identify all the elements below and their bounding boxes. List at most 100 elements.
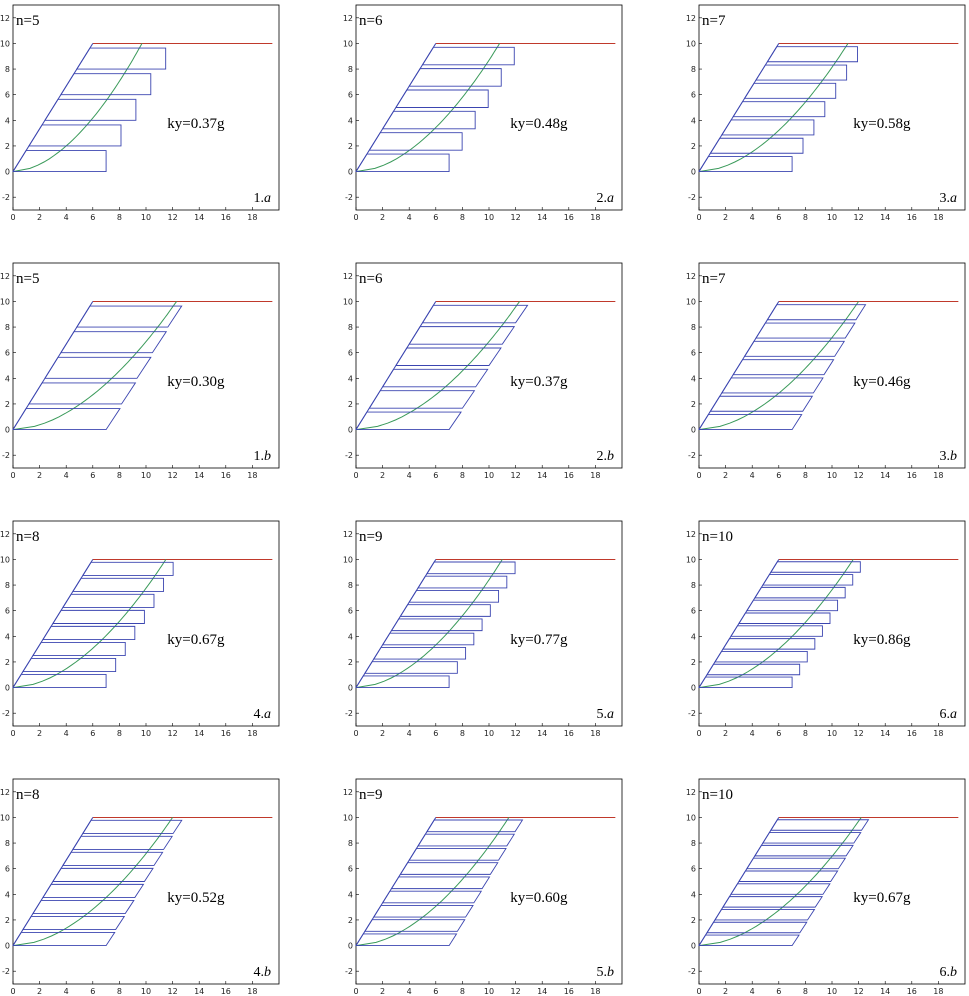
x-tick-label: 12	[854, 729, 864, 738]
x-tick-label: 2	[723, 729, 728, 738]
panel-separator: .	[947, 449, 951, 464]
y-tick-label: 12	[686, 14, 696, 23]
y-tick-label: -2	[688, 451, 696, 460]
x-tick-label: 18	[247, 213, 257, 222]
x-tick-label: 18	[247, 729, 257, 738]
slope-face-line	[12, 301, 94, 430]
x-tick-label: 14	[880, 471, 890, 480]
y-tick-label: 4	[691, 374, 696, 383]
slice-block	[28, 124, 122, 147]
x-tick-label: 4	[750, 729, 755, 738]
y-tick-label: 10	[0, 39, 10, 48]
x-tick-label: 8	[117, 213, 122, 222]
x-tick-label: 14	[537, 471, 547, 480]
x-tick-label: 2	[723, 471, 728, 480]
y-tick-label: 6	[5, 865, 10, 874]
panel-1.a: 0 2 4 6 8 10 12 14 16 18 -2 0 2 4 6 8 10 12 n=5 ky=0.37g 1.a	[0, 4, 280, 222]
y-tick-label: -2	[2, 709, 10, 718]
x-tick-label: 18	[933, 729, 943, 738]
y-tick-label: 6	[691, 91, 696, 100]
x-tick-label: 14	[194, 729, 204, 738]
x-tick-label: 0	[10, 987, 15, 996]
slice-block	[720, 377, 824, 394]
panel-1.b: 0 2 4 6 8 10 12 14 16 18 -2 0 2 4 6 8 10 12 n=5 ky=0.30g 1.b	[0, 262, 280, 480]
slope-face-line	[698, 559, 780, 688]
x-tick-label: 10	[484, 471, 494, 480]
slice-block	[755, 64, 848, 81]
x-tick-label: 8	[803, 471, 808, 480]
x-tick-label: 0	[696, 987, 701, 996]
y-tick-label: -2	[2, 193, 10, 202]
slice-block	[12, 150, 107, 173]
slice-block	[368, 132, 463, 151]
panel-2.a: 0 2 4 6 8 10 12 14 16 18 -2 0 2 4 6 8 10 12 n=6 ky=0.48g 2.a	[343, 4, 623, 222]
slice-block	[417, 575, 508, 589]
y-tick-label: 0	[5, 426, 10, 435]
panel-number: 4	[254, 965, 261, 980]
x-tick-label: 10	[141, 729, 151, 738]
x-tick-label: 4	[64, 987, 69, 996]
y-tick-label: 10	[686, 813, 696, 822]
y-tick-label: 12	[0, 272, 10, 281]
x-tick-label: 16	[907, 729, 917, 738]
y-tick-label: 12	[686, 272, 696, 281]
y-tick-label: 8	[348, 839, 353, 848]
x-tick-label: 8	[460, 213, 465, 222]
y-tick-label: 4	[691, 890, 696, 899]
panel-number: 6	[940, 965, 947, 980]
panel-separator: .	[604, 191, 608, 206]
n-label: n=9	[359, 529, 382, 545]
x-tick-label: 18	[933, 987, 943, 996]
y-tick-label: -2	[2, 967, 10, 976]
y-tick-label: 4	[348, 890, 353, 899]
x-tick-label: 12	[168, 213, 178, 222]
y-tick-label: 0	[348, 168, 353, 177]
x-tick-label: 10	[141, 987, 151, 996]
panel-letter: a	[607, 707, 614, 722]
y-tick-label: 8	[348, 323, 353, 332]
y-tick-label: 8	[5, 323, 10, 332]
y-tick-label: 2	[5, 400, 10, 409]
slice-block	[395, 347, 502, 366]
slice-block	[421, 304, 529, 324]
slice-block	[421, 46, 515, 66]
x-tick-label: 4	[64, 729, 69, 738]
panel-id-label: 2.b	[597, 449, 615, 464]
slip-surface-curve	[355, 817, 510, 947]
y-tick-label: 2	[691, 142, 696, 151]
slice-block	[732, 101, 826, 118]
slice-block	[722, 638, 816, 650]
y-tick-label: 10	[343, 39, 353, 48]
y-tick-label: 10	[343, 297, 353, 306]
slice-block	[417, 833, 516, 847]
y-tick-label: 12	[343, 530, 353, 539]
x-tick-label: 6	[776, 213, 781, 222]
slice-block	[722, 896, 824, 908]
panel-number: 1	[254, 191, 261, 206]
x-tick-label: 2	[380, 213, 385, 222]
y-tick-label: 0	[5, 942, 10, 951]
y-tick-label: 0	[691, 942, 696, 951]
y-tick-label: 10	[0, 297, 10, 306]
x-tick-label: 0	[10, 471, 15, 480]
y-tick-label: 4	[5, 116, 10, 125]
slice-block	[732, 359, 835, 376]
slice-block	[399, 862, 499, 875]
y-tick-label: 8	[691, 581, 696, 590]
x-tick-label: 4	[750, 471, 755, 480]
n-label: n=8	[16, 529, 39, 545]
slice-block	[706, 921, 808, 934]
y-tick-label: 12	[0, 530, 10, 539]
panel-number: 3	[940, 449, 947, 464]
slice-block	[364, 661, 458, 674]
y-tick-label: 2	[691, 400, 696, 409]
x-tick-label: 16	[907, 987, 917, 996]
y-tick-label: -2	[688, 193, 696, 202]
x-tick-label: 0	[353, 213, 358, 222]
x-tick-label: 6	[433, 729, 438, 738]
n-label: n=7	[702, 13, 726, 29]
x-tick-label: 6	[90, 729, 95, 738]
panel-separator: .	[947, 707, 951, 722]
y-tick-label: -2	[688, 967, 696, 976]
slice-block	[32, 899, 135, 914]
